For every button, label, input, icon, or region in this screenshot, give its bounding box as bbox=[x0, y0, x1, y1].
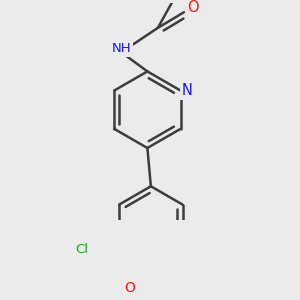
Text: N: N bbox=[182, 83, 193, 98]
Text: O: O bbox=[124, 281, 135, 295]
Text: O: O bbox=[187, 0, 199, 15]
Text: Cl: Cl bbox=[75, 243, 88, 256]
Text: NH: NH bbox=[112, 42, 131, 55]
